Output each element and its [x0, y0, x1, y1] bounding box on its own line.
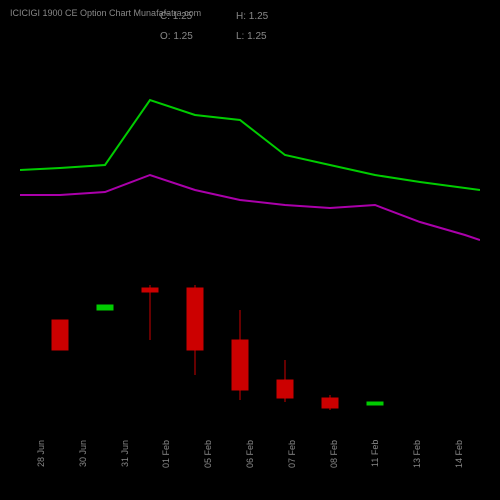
ohlc-panel: C: 1.25 H: 1.25 O: 1.25 L: 1.25 — [160, 10, 340, 44]
indicator-line-green — [20, 100, 480, 190]
candle-body — [142, 288, 158, 292]
chart-canvas — [20, 40, 480, 430]
x-axis-label: 07 Feb — [287, 440, 297, 500]
candle-body — [187, 288, 203, 350]
ohlc-high: H: 1.25 — [236, 10, 306, 24]
x-axis: 28 Jun 30 Jun 31 Jun 01 Feb 05 Feb 06 Feb 07 F… — [20, 440, 480, 500]
candle-body — [322, 398, 338, 408]
candle-body — [367, 402, 383, 405]
x-axis-label: 14 Feb — [454, 440, 464, 500]
candle-body — [97, 305, 113, 310]
x-axis-label: 31 Jun — [120, 440, 130, 500]
high-value: 1.25 — [249, 11, 268, 22]
chart-svg — [20, 40, 480, 430]
candle-body — [277, 380, 293, 398]
x-axis-label: 06 Feb — [245, 440, 255, 500]
close-label: C: — [160, 11, 170, 22]
x-axis-label: 01 Feb — [161, 440, 171, 500]
x-axis-label: 05 Feb — [203, 440, 213, 500]
x-axis-label: 30 Jun — [78, 440, 88, 500]
x-axis-label: 28 Jun — [36, 440, 46, 500]
x-axis-label: 13 Feb — [412, 440, 422, 500]
x-axis-label: 11 Feb — [370, 440, 380, 500]
high-label: H: — [236, 11, 246, 22]
indicator-line-purple — [20, 175, 480, 240]
ohlc-close: C: 1.25 — [160, 10, 230, 24]
candle-body — [52, 320, 68, 350]
close-value: 1.25 — [173, 11, 192, 22]
candle-body — [232, 340, 248, 390]
x-axis-label: 08 Feb — [329, 440, 339, 500]
